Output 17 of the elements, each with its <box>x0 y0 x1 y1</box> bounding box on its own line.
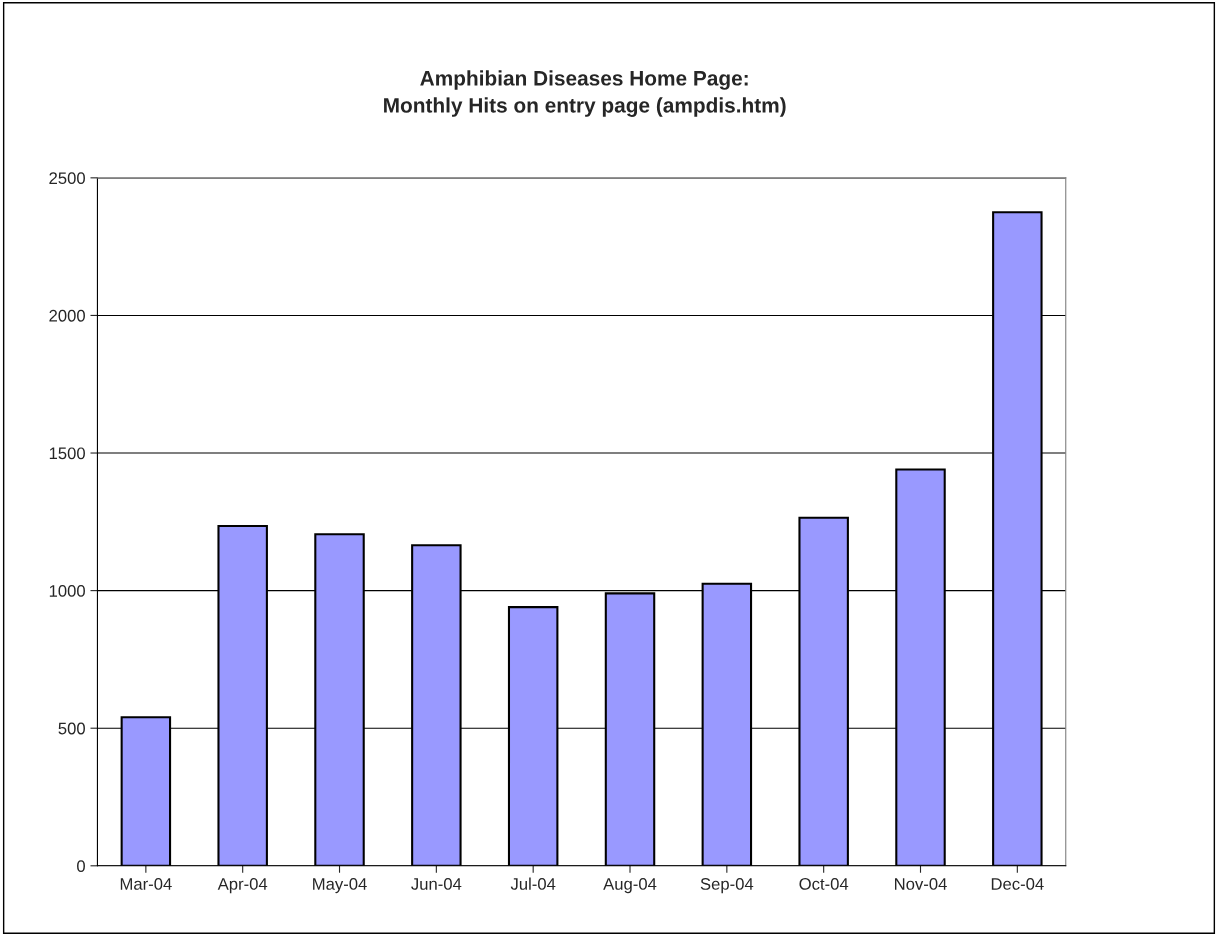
x-tick-label: Dec-04 <box>991 878 1044 890</box>
y-tick-label: 500 <box>58 722 85 735</box>
x-tick-label: Mar-04 <box>120 878 172 890</box>
x-tick-label: Jul-04 <box>510 877 556 890</box>
y-tick-label: 0 <box>77 860 85 872</box>
y-tick-label: 1500 <box>49 447 85 460</box>
y-tick-label: 2000 <box>49 309 85 322</box>
x-tick-label: Sep-04 <box>700 878 754 894</box>
x-tick-label: Nov-04 <box>895 878 947 890</box>
y-tick-label: 1000 <box>49 585 85 597</box>
x-tick-label: Apr-04 <box>217 878 268 894</box>
y-tick-label: 2500 <box>49 172 85 185</box>
x-tick-label: Oct-04 <box>799 878 849 890</box>
x-tick-label: May-04 <box>313 878 367 894</box>
chart-title: Amphibian Diseases Home Page: Monthly Hits on entry page (ampdis.htm) <box>384 70 786 117</box>
x-tick-label: Jun-04 <box>411 878 462 890</box>
x-tick-label: Aug-04 <box>603 878 657 894</box>
